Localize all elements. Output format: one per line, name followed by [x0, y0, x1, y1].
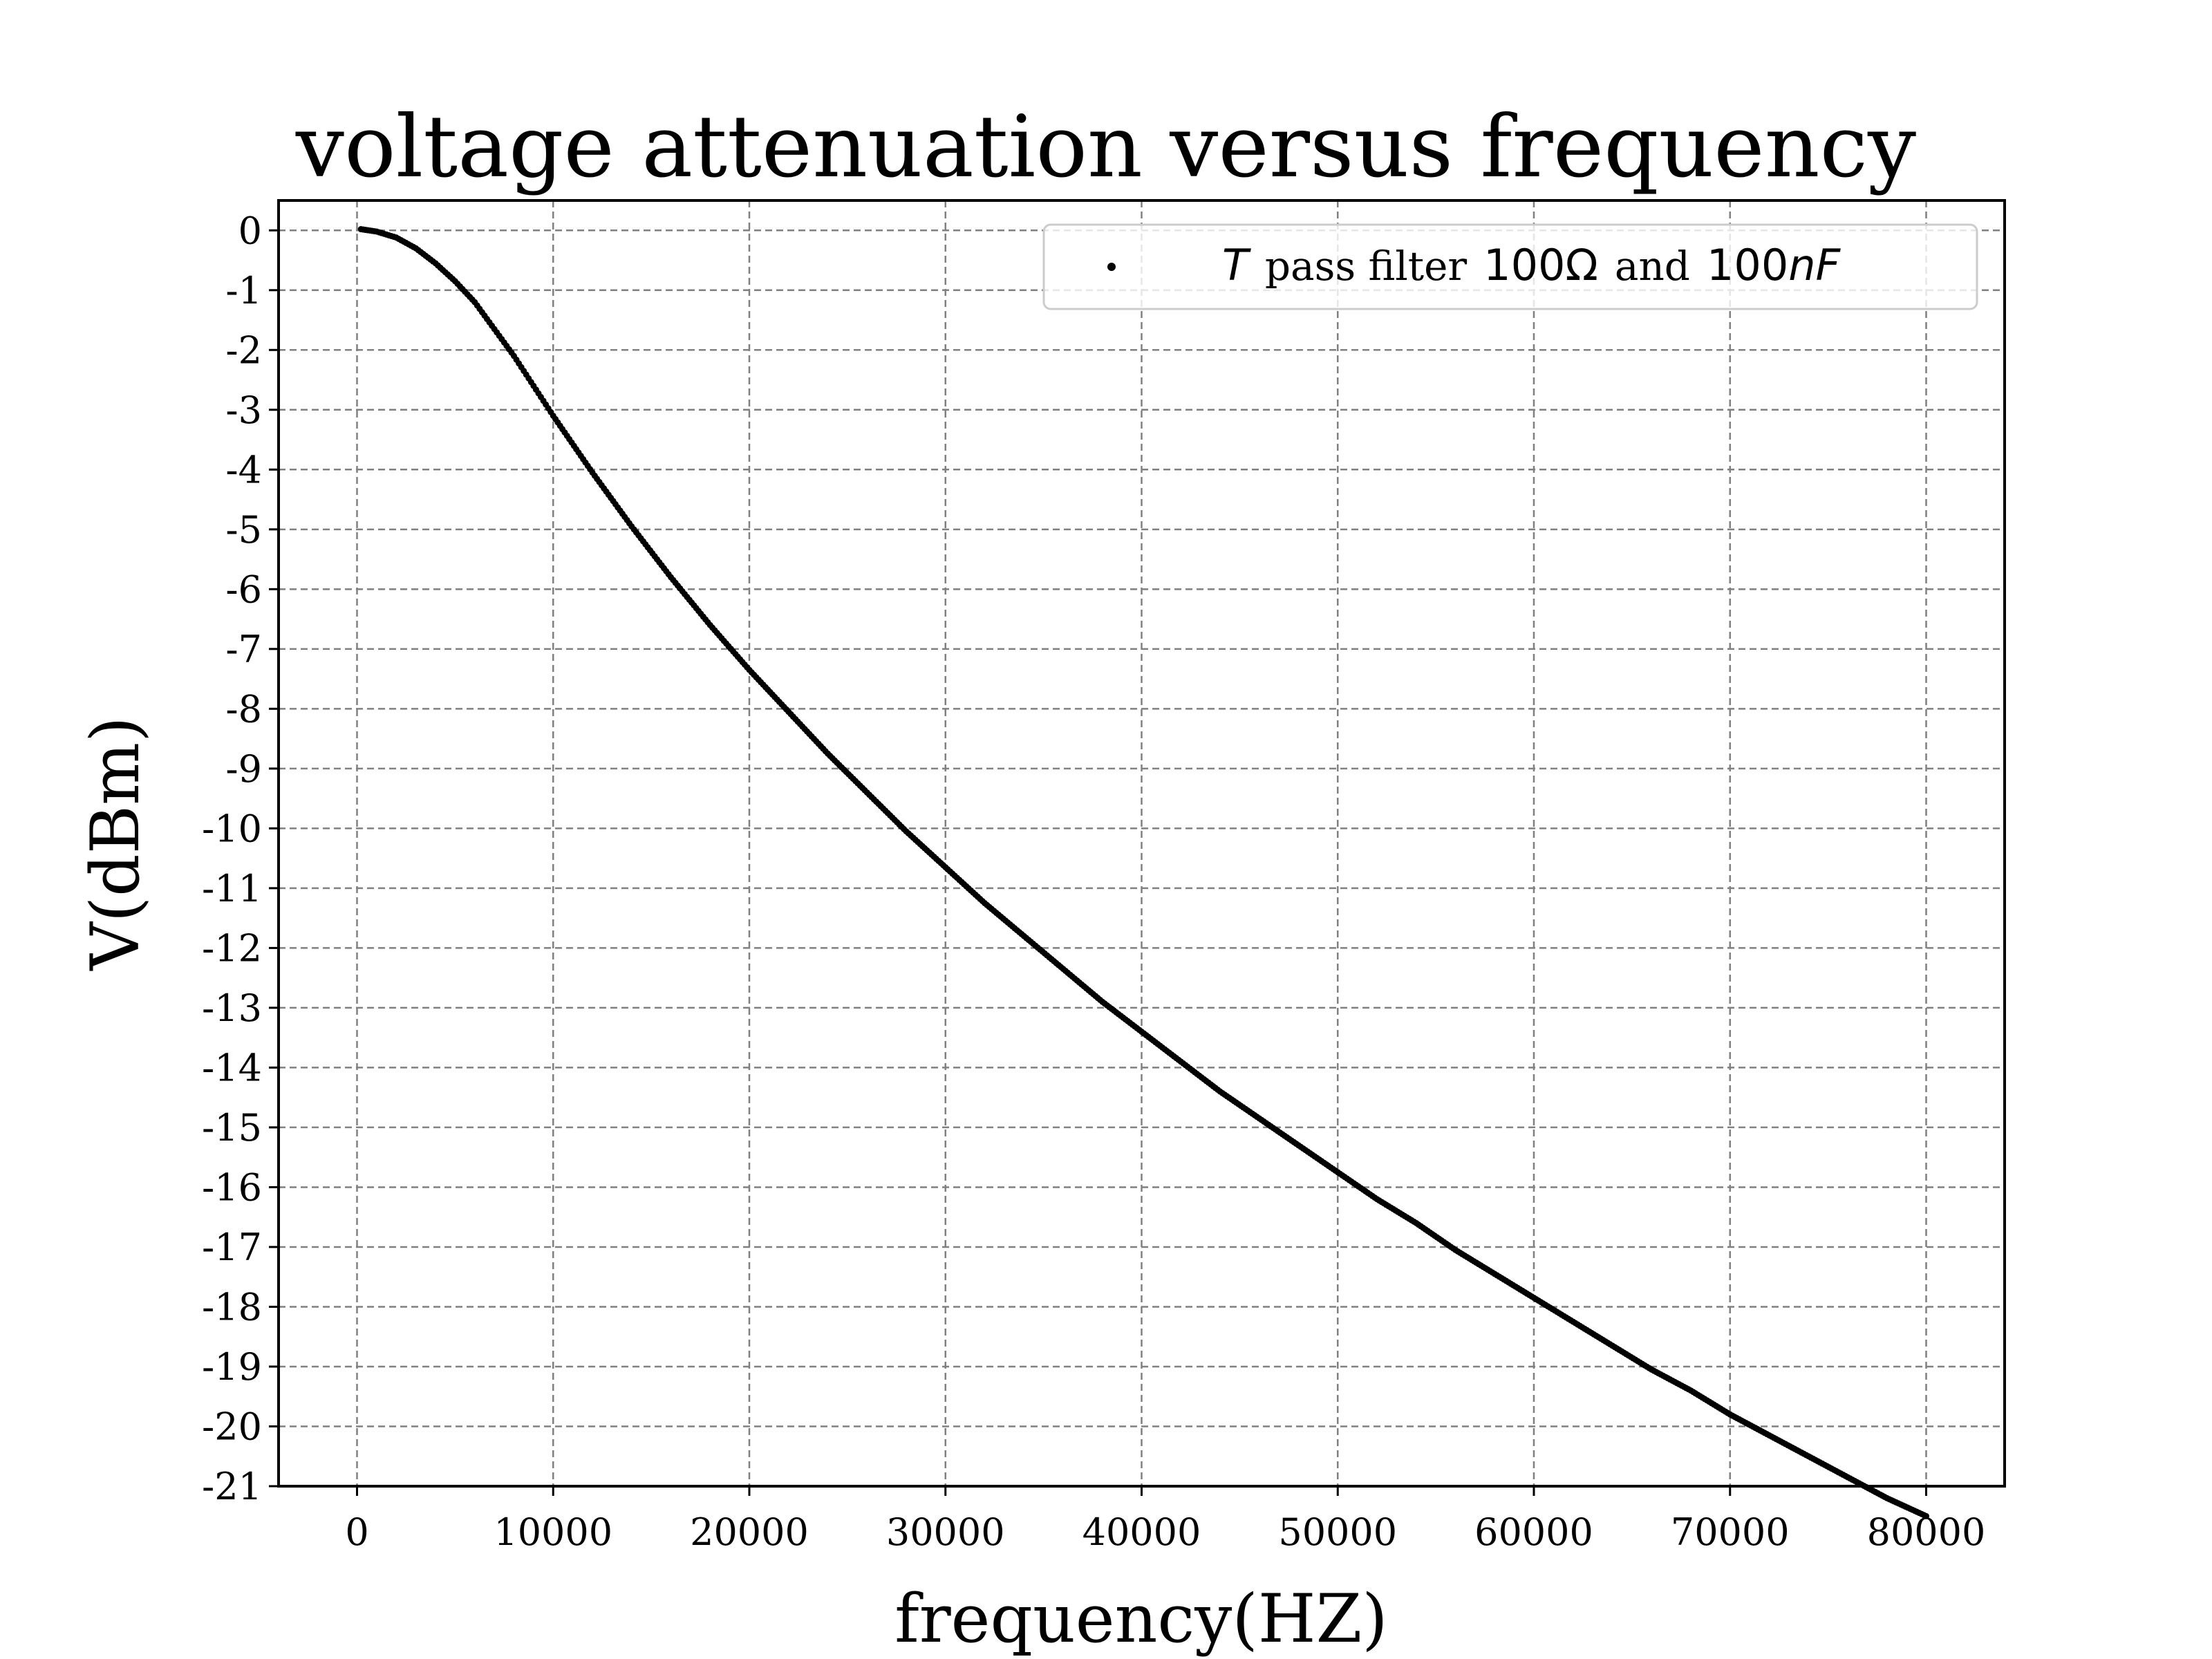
y-tick-label: -17	[202, 1226, 262, 1269]
x-tick-label: 10000	[494, 1510, 612, 1554]
y-tick-label: -15	[202, 1106, 262, 1150]
legend-symbol: T	[1222, 240, 1251, 290]
x-tick-label: 0	[345, 1510, 368, 1554]
y-tick-label: -2	[225, 328, 262, 372]
x-tick-label: 70000	[1671, 1510, 1790, 1554]
y-tick-label: -10	[202, 807, 262, 850]
y-tick-label: -14	[202, 1046, 262, 1089]
ticks	[269, 229, 1927, 1496]
legend-box	[1042, 223, 1978, 310]
chart-title: voltage attenuation versus frequency	[295, 97, 1916, 197]
y-tick-label: -3	[225, 388, 262, 432]
y-tick-label: -6	[225, 568, 262, 611]
y-tick-label: -12	[202, 926, 262, 970]
y-axis-label: V(dBm)	[77, 716, 154, 971]
legend-marker	[1107, 263, 1116, 271]
y-tick-label: -16	[202, 1165, 262, 1209]
y-tick-label: 0	[238, 209, 262, 252]
x-tick-label: 40000	[1082, 1510, 1201, 1554]
y-tick-label: -13	[202, 986, 262, 1030]
x-tick-labels: 0 10000 20000 30000 40000 50000 60000 70000 8000…	[345, 1510, 1985, 1554]
y-tick-label: -19	[202, 1345, 262, 1389]
y-tick-label: -1	[225, 269, 262, 312]
x-tick-label: 20000	[690, 1510, 809, 1554]
y-tick-label: -20	[202, 1405, 262, 1448]
legend: T pass filter 100Ω and 100nF	[1042, 223, 1978, 310]
y-tick-label: -9	[225, 747, 262, 791]
legend-text-2: and	[1615, 243, 1690, 290]
legend-text-1: pass filter	[1265, 243, 1468, 290]
legend-value-2: 100	[1707, 240, 1788, 290]
grid	[279, 200, 2005, 1488]
legend-value-1: 100Ω	[1483, 240, 1598, 290]
plot-frame	[277, 199, 2006, 1488]
x-tick-label: 50000	[1278, 1510, 1397, 1554]
data-points	[357, 226, 1929, 1519]
y-tick-label: -5	[225, 508, 262, 552]
y-tick-label: -18	[202, 1285, 262, 1329]
y-tick-label: -11	[202, 867, 262, 910]
y-tick-label: -7	[225, 628, 262, 671]
x-axis-label: frequency(HZ)	[894, 1580, 1387, 1658]
data-point	[1923, 1512, 1929, 1519]
y-tick-labels: 0 -1 -2 -3 -4 -5 -6 -7 -8 -9 -10 -11 -12 -13 -14 -15 -16…	[202, 209, 262, 1508]
legend-unit-2: nF	[1788, 240, 1841, 290]
x-tick-label: 30000	[886, 1510, 1005, 1554]
legend-label: T pass filter 100Ω and 100nF	[1222, 240, 1841, 290]
y-tick-label: -8	[225, 687, 262, 731]
x-tick-label: 60000	[1474, 1510, 1593, 1554]
y-tick-label: -21	[202, 1465, 262, 1508]
y-tick-label: -4	[225, 448, 262, 491]
